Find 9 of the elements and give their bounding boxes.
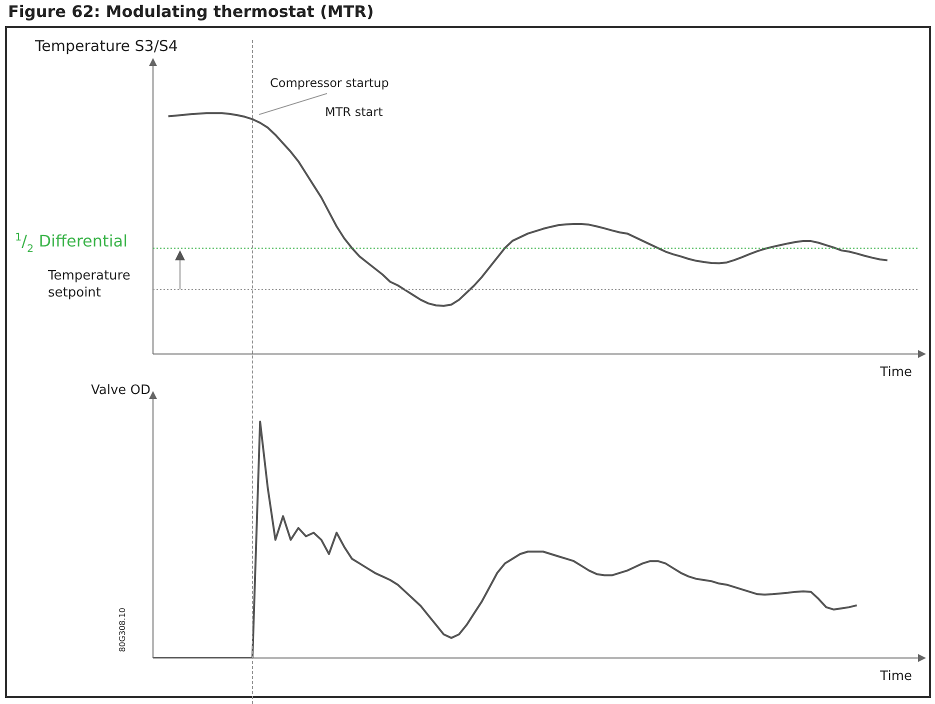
ref-line-label: Temperature setpoint	[47, 268, 130, 300]
x-axis-title: Time	[879, 365, 912, 380]
y-axis-title: Valve OD	[91, 383, 151, 398]
text: 80G308.10	[118, 608, 127, 652]
x-axis-title: Time	[879, 669, 912, 684]
text: Compressor startup	[270, 76, 389, 90]
y-axis-title: Temperature S3/S4	[34, 37, 178, 55]
annotation: MTR start	[325, 105, 384, 119]
chart-title: Figure 62: Modulating thermostat (MTR)	[7, 1, 375, 23]
